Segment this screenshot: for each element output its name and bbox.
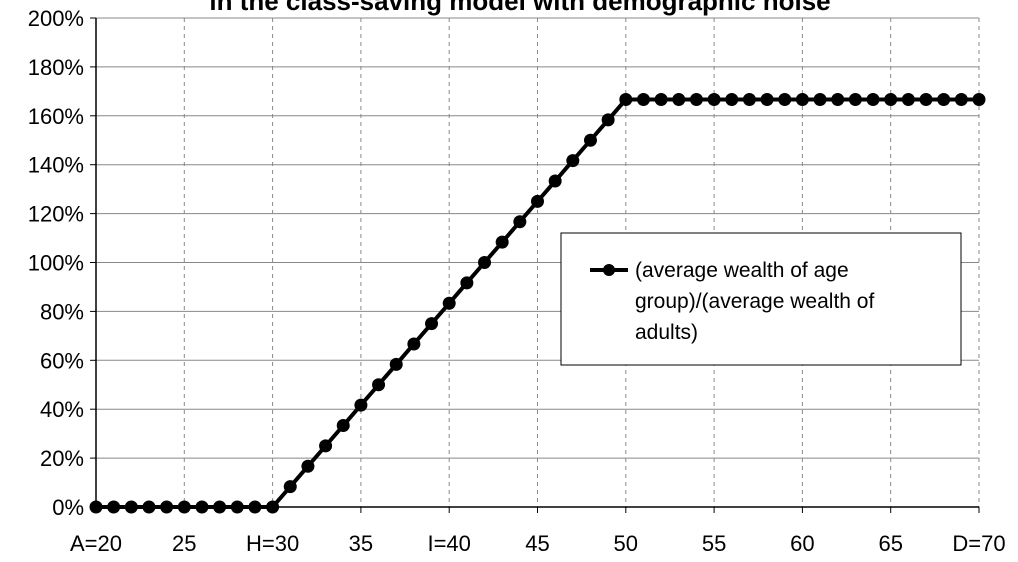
data-point — [407, 337, 421, 351]
data-point — [566, 154, 580, 168]
y-tick-label: 0% — [52, 495, 84, 520]
data-point — [531, 194, 544, 208]
data-point — [301, 459, 315, 473]
data-point — [672, 92, 686, 106]
y-tick-label: 160% — [28, 104, 84, 129]
data-point — [636, 92, 650, 106]
y-axis-ticks: 0% 20% 40% 60% 80% 100% 120% 140% 160% 180% 200% — [28, 6, 96, 520]
x-tick-label: A=20 — [70, 531, 122, 556]
legend-label-line-1: (average wealth of age — [635, 259, 849, 282]
x-axis-ticks: A=20 25 H=30 35 I=40 45 50 55 60 65 D=70 — [70, 507, 1006, 556]
data-point — [795, 92, 809, 106]
data-point — [954, 92, 968, 106]
data-point — [813, 92, 827, 106]
x-tick-label: 55 — [702, 531, 726, 556]
data-point — [884, 92, 898, 106]
y-tick-label: 40% — [40, 397, 84, 422]
data-point — [901, 92, 915, 106]
data-point — [195, 500, 209, 514]
chart-title: in the class-saving model with demograph… — [209, 0, 830, 16]
data-point — [848, 92, 862, 106]
data-point — [160, 500, 174, 514]
y-tick-label: 20% — [40, 446, 84, 471]
data-point — [248, 500, 262, 514]
data-point — [442, 296, 456, 310]
data-point — [583, 133, 597, 147]
data-point — [230, 500, 244, 514]
data-point — [372, 378, 386, 392]
x-tick-label: 25 — [172, 531, 196, 556]
legend-label-line-3: adults) — [635, 321, 698, 344]
data-point — [742, 92, 756, 106]
y-tick-label: 60% — [40, 348, 84, 373]
data-point — [937, 92, 951, 106]
data-point — [142, 500, 156, 514]
x-tick-label: 60 — [790, 531, 814, 556]
x-tick-label: H=30 — [246, 531, 299, 556]
x-tick-label: 65 — [878, 531, 902, 556]
data-point — [336, 419, 350, 433]
y-tick-label: 200% — [28, 6, 84, 31]
data-point — [389, 357, 403, 371]
y-tick-label: 140% — [28, 153, 84, 178]
data-point — [919, 92, 933, 106]
x-tick-label: 50 — [614, 531, 638, 556]
y-tick-label: 100% — [28, 251, 84, 276]
y-tick-label: 120% — [28, 202, 84, 227]
data-point — [548, 174, 562, 188]
data-point — [124, 500, 138, 514]
data-point — [866, 92, 880, 106]
data-point — [831, 92, 845, 106]
data-point — [425, 317, 439, 331]
data-point — [213, 500, 227, 514]
data-point — [354, 398, 368, 412]
data-point — [654, 92, 668, 106]
legend-box — [560, 232, 962, 366]
data-point — [707, 92, 721, 106]
data-point — [760, 92, 774, 106]
data-point — [177, 500, 191, 514]
y-tick-label: 180% — [28, 55, 84, 80]
x-tick-label: D=70 — [952, 531, 1005, 556]
data-point — [89, 500, 103, 514]
legend-marker-swatch — [603, 264, 615, 276]
data-point — [778, 92, 792, 106]
data-point — [319, 439, 333, 453]
data-point — [266, 500, 280, 514]
data-point — [107, 500, 121, 514]
y-tick-label: 80% — [40, 299, 84, 324]
series-group — [89, 92, 986, 514]
legend: (average wealth of age group)/(average w… — [560, 232, 962, 366]
legend-label-line-2: group)/(average wealth of — [635, 290, 874, 313]
data-point — [460, 276, 474, 290]
x-tick-label: 45 — [525, 531, 549, 556]
data-point — [478, 256, 492, 269]
data-point — [619, 92, 633, 106]
x-tick-label: 35 — [349, 531, 373, 556]
data-point — [689, 92, 703, 106]
data-point — [725, 92, 739, 106]
data-point — [601, 113, 615, 127]
data-point — [495, 235, 509, 249]
data-point — [513, 215, 527, 229]
data-point — [972, 92, 986, 106]
data-point — [283, 480, 297, 494]
x-tick-label: I=40 — [427, 531, 470, 556]
